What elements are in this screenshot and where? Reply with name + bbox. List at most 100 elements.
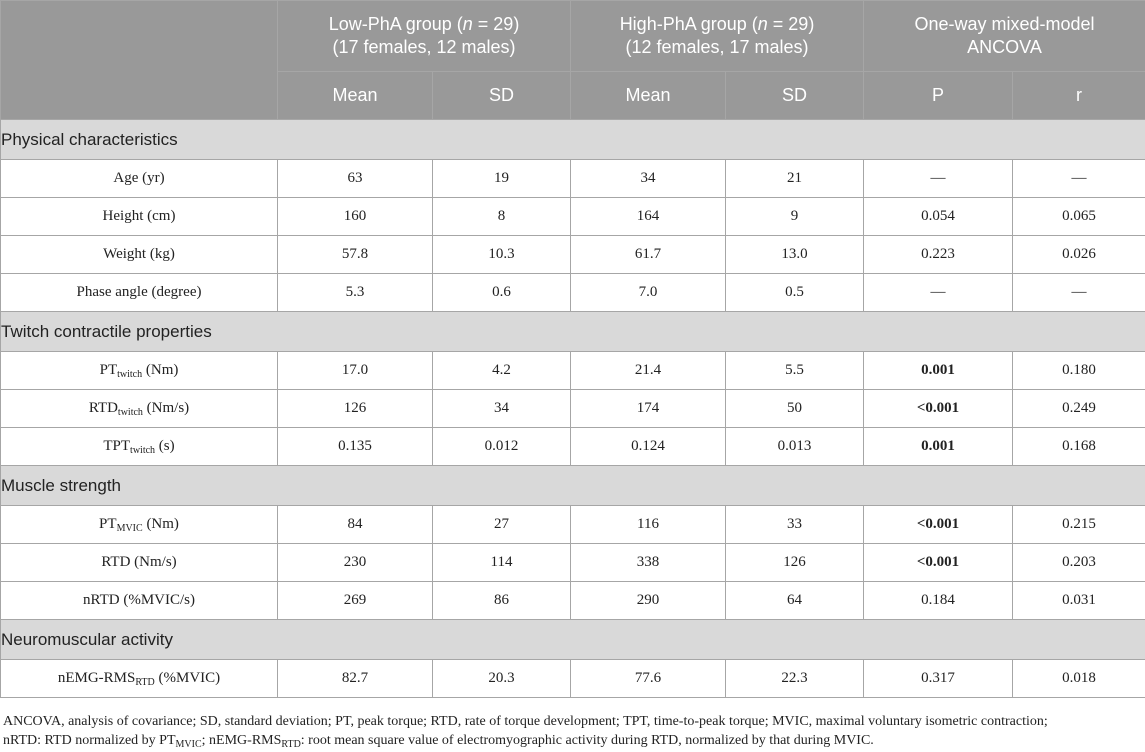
low-mean-cell: 57.8 [277,235,433,274]
header-row-groups: Low-PhA group (n = 29) (17 females, 12 m… [0,0,1145,120]
group-count: = 29) [472,14,520,34]
high-sd-cell: 9 [725,197,864,236]
low-mean-cell: 126 [277,389,433,428]
p-value-cell: 0.001 [863,351,1013,390]
table-body: Physical characteristics Age (yr) 63 19 34 21… [0,119,1145,698]
row-label: RTDtwitch (Nm/s) [0,389,278,428]
table-row: Height (cm) 160 8 164 9 0.054 0.065 [0,197,1145,236]
section-row: Physical characteristics [0,119,1145,160]
row-label: nEMG-RMSRTD (%MVIC) [0,659,278,698]
table-row: nRTD (%MVIC/s) 269 86 290 64 0.184 0.031 [0,581,1145,620]
table-row: Age (yr) 63 19 34 21— — [0,159,1145,198]
high-sd-cell: 22.3 [725,659,864,698]
header-row-stats: Mean SD Mean SD P r [1,71,1145,120]
high-mean-cell: 21.4 [570,351,726,390]
table-row: nEMG-RMSRTD (%MVIC) 82.7 20.3 77.6 22.3 0.317… [0,659,1145,698]
section-row: Twitch contractile properties [0,311,1145,352]
footnote-sub-rtd: RTD [281,739,301,750]
row-label-text: Weight (kg) [103,246,175,262]
low-mean-cell: 230 [277,543,433,582]
row-label: TPTtwitch (s) [0,427,278,466]
effect-size-cell: 0.215 [1012,505,1145,544]
table-row: RTDtwitch (Nm/s) 126 34 174 50 <0.001 0.249 [0,389,1145,428]
high-sd-cell: 33 [725,505,864,544]
row-label-text: TPT [103,438,131,454]
effect-size-cell: 0.018 [1012,659,1145,698]
low-sd-cell: 0.012 [432,427,571,466]
row-label-text: PT [99,362,118,378]
group-subtitle: (12 females, 17 males) [625,37,809,57]
row-label-text: Height (cm) [102,208,176,224]
row-label: Phase angle (degree) [0,273,278,312]
high-mean-cell: 34 [570,159,726,198]
footnote-line2a: nRTD: RTD normalized by PT [3,733,176,748]
table-row: PTMVIC (Nm) 84 27 116 33 <0.001 0.215 [0,505,1145,544]
row-label-subscript: MVIC [116,523,143,534]
low-mean-cell: 160 [277,197,433,236]
subheader-mean-high: Mean [570,71,726,120]
section-title: Neuromuscular activity [0,619,1145,660]
high-mean-cell: 116 [570,505,726,544]
effect-size-cell: — [1012,159,1145,198]
high-sd-cell: 13.0 [725,235,864,274]
low-mean-cell: 63 [277,159,433,198]
high-sd-cell: 50 [725,389,864,428]
low-mean-cell: 5.3 [277,273,433,312]
effect-size-cell: 0.203 [1012,543,1145,582]
effect-size-cell: 0.065 [1012,197,1145,236]
row-label-unit: (Nm) [142,516,179,532]
header-high-pha-group: High-PhA group (n = 29) (12 females, 17 … [570,0,864,72]
row-label-text: PT [99,516,117,532]
subheader-r: r [1012,71,1145,120]
high-mean-cell: 7.0 [570,273,726,312]
effect-size-cell: 0.168 [1012,427,1145,466]
low-sd-cell: 8 [432,197,571,236]
row-label-text: Phase angle (degree) [76,284,202,300]
footnote-line2b: ; nEMG-RMS [201,733,282,748]
section-row: Muscle strength [0,465,1145,506]
low-sd-cell: 34 [432,389,571,428]
low-sd-cell: 19 [432,159,571,198]
row-label-text: nRTD (%MVIC/s) [82,592,195,608]
n-symbol: n [462,14,473,34]
row-label-text: Age (yr) [113,170,165,186]
low-mean-cell: 82.7 [277,659,433,698]
high-mean-cell: 0.124 [570,427,726,466]
row-label-subscript: twitch [117,369,143,380]
high-mean-cell: 174 [570,389,726,428]
section-title: Muscle strength [0,465,1145,506]
high-sd-cell: 21 [725,159,864,198]
p-value-cell: — [863,273,1013,312]
table-footnote: ANCOVA, analysis of covariance; SD, stan… [3,712,1143,750]
header-low-pha-group: Low-PhA group (n = 29) (17 females, 12 m… [277,0,571,72]
footnote-line2c: : root mean square value of electromyogr… [300,733,874,748]
ancova-title-line2: ANCOVA [967,37,1042,57]
low-mean-cell: 269 [277,581,433,620]
row-label-text: nEMG-RMS [57,670,136,686]
high-sd-cell: 64 [725,581,864,620]
header-corner [0,0,278,120]
effect-size-cell: 0.031 [1012,581,1145,620]
subheader-p: P [863,71,1013,120]
p-value-cell: <0.001 [863,389,1013,428]
low-mean-cell: 0.135 [277,427,433,466]
row-label: Weight (kg) [0,235,278,274]
low-sd-cell: 114 [432,543,571,582]
p-value-cell: <0.001 [863,505,1013,544]
subheader-sd-high: SD [725,71,864,120]
subheader-mean-low: Mean [277,71,433,120]
group-subtitle: (17 females, 12 males) [332,37,516,57]
row-label-subscript: twitch [130,445,156,456]
low-mean-cell: 17.0 [277,351,433,390]
row-label-text: RTD [88,400,118,416]
row-label-unit: (s) [155,438,175,454]
low-sd-cell: 0.6 [432,273,571,312]
row-label-unit: (Nm/s) [142,400,190,416]
high-sd-cell: 5.5 [725,351,864,390]
row-label: RTD (Nm/s) [0,543,278,582]
p-value-cell: — [863,159,1013,198]
p-value-cell: 0.223 [863,235,1013,274]
effect-size-cell: 0.026 [1012,235,1145,274]
table-row: TPTtwitch (s) 0.135 0.012 0.124 0.013 0.001 0.… [0,427,1145,466]
header-ancova: One-way mixed-model ANCOVA [863,0,1145,72]
